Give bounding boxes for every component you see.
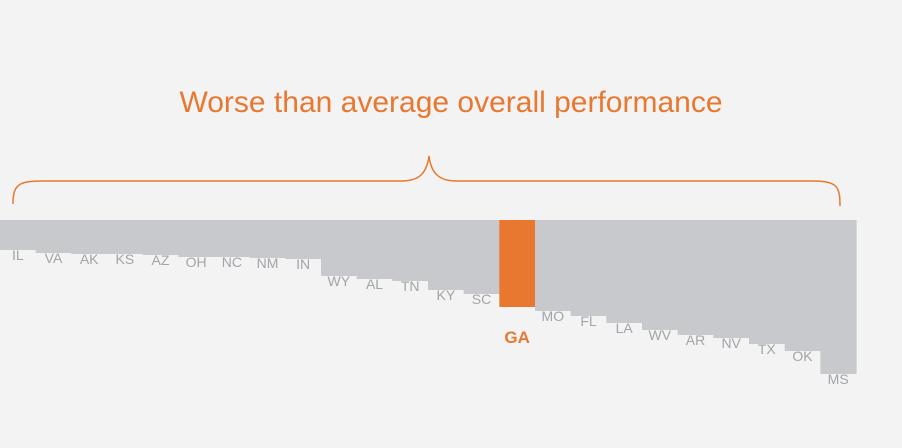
bar-tn bbox=[392, 220, 429, 281]
category-label-wy: WY bbox=[328, 273, 351, 289]
bar-mo bbox=[535, 220, 572, 311]
bar-la bbox=[606, 220, 643, 323]
category-label-wv: WV bbox=[649, 327, 672, 343]
bar-sc bbox=[463, 220, 500, 294]
category-label-ak: AK bbox=[80, 251, 99, 267]
category-label-oh: OH bbox=[186, 254, 207, 270]
bar-fl bbox=[570, 220, 607, 316]
bar-tx bbox=[749, 220, 786, 344]
bar-va bbox=[35, 220, 72, 253]
category-label-tn: TN bbox=[401, 278, 420, 294]
bar-az bbox=[142, 220, 179, 255]
category-label-va: VA bbox=[45, 250, 63, 266]
category-label-tx: TX bbox=[758, 341, 777, 357]
category-label-sc: SC bbox=[472, 291, 491, 307]
bar-il bbox=[0, 220, 37, 250]
category-label-ky: KY bbox=[436, 287, 455, 303]
bar-nc bbox=[214, 220, 251, 257]
bar-wv bbox=[642, 220, 679, 330]
bar-oh bbox=[178, 220, 215, 257]
chart-headline: Worse than average overall performance bbox=[179, 86, 723, 119]
category-label-il: IL bbox=[12, 247, 24, 263]
category-label-ar: AR bbox=[686, 332, 705, 348]
bar-ky bbox=[428, 220, 465, 290]
category-label-al: AL bbox=[366, 276, 383, 292]
category-label-la: LA bbox=[616, 320, 634, 336]
category-label-ms: MS bbox=[828, 371, 849, 387]
category-label-ks: KS bbox=[115, 251, 134, 267]
bar-ar bbox=[677, 220, 714, 335]
category-label-nv: NV bbox=[721, 335, 741, 351]
bar-ak bbox=[71, 220, 108, 254]
category-label-in: IN bbox=[296, 256, 310, 272]
bar-ok bbox=[784, 220, 821, 351]
bar-al bbox=[356, 220, 393, 279]
category-label-az: AZ bbox=[152, 252, 170, 268]
category-label-nm: NM bbox=[257, 255, 279, 271]
category-label-fl: FL bbox=[580, 313, 597, 329]
category-label-ga: GA bbox=[504, 328, 530, 347]
bar-ks bbox=[107, 220, 144, 254]
bar-ga bbox=[499, 220, 536, 307]
bar-wy bbox=[321, 220, 358, 276]
bar-in bbox=[285, 220, 322, 259]
category-label-ok: OK bbox=[792, 348, 813, 364]
bar-nm bbox=[249, 220, 286, 258]
bar-nv bbox=[713, 220, 750, 338]
bar-ms bbox=[820, 220, 857, 374]
category-label-nc: NC bbox=[222, 254, 242, 270]
category-label-mo: MO bbox=[542, 308, 565, 324]
